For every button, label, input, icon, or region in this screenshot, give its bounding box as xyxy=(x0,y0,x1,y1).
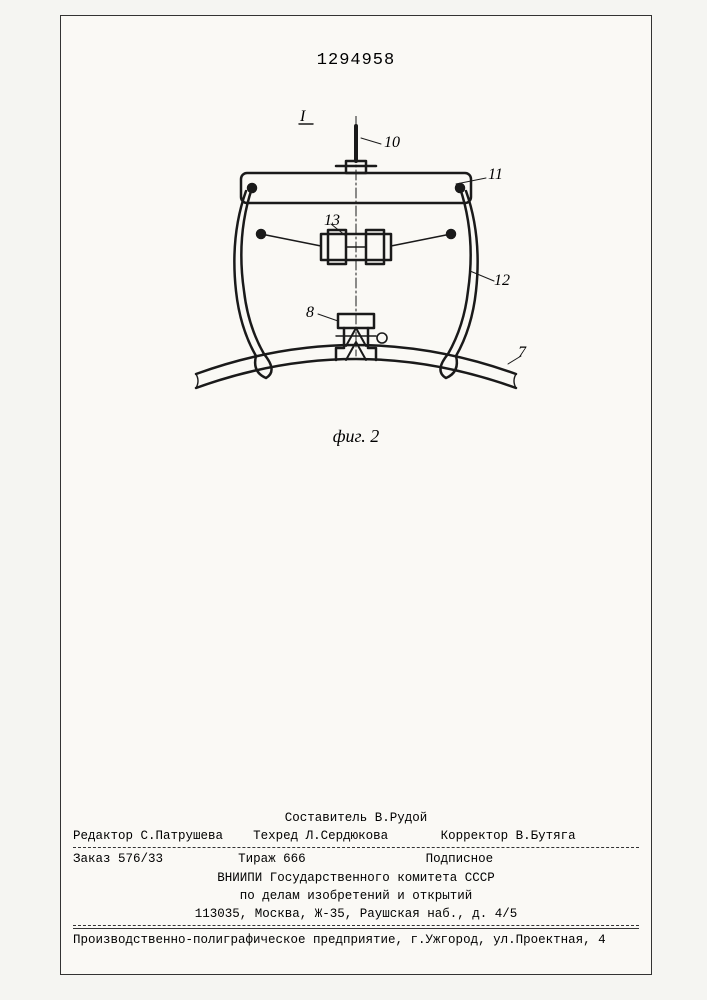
corrector-label: Корректор xyxy=(441,829,509,843)
ref-8: 8 xyxy=(306,304,314,322)
compiler-row: Составитель В.Рудой xyxy=(73,809,639,827)
techred-name: Л.Сердюкова xyxy=(306,829,389,843)
divider-3 xyxy=(73,928,639,929)
editor-label: Редактор xyxy=(73,829,133,843)
compiler-label: Составитель xyxy=(285,811,368,825)
figure-svg xyxy=(186,116,526,416)
org-line2: по делам изобретений и открытий xyxy=(73,887,639,905)
divider-2 xyxy=(73,925,639,926)
ref-11: 11 xyxy=(488,166,503,184)
printer-row: Производственно-полиграфическое предприя… xyxy=(73,931,639,949)
order-label: Заказ xyxy=(73,852,111,866)
tiraj-value: 666 xyxy=(283,852,306,866)
corrector-name: В.Бутяга xyxy=(516,829,576,843)
page-frame: 1294958 xyxy=(60,15,652,975)
ref-7: 7 xyxy=(518,344,526,362)
order-value: 576/33 xyxy=(118,852,163,866)
credits-row: Редактор С.Патрушева Техред Л.Сердюкова … xyxy=(73,827,639,845)
editor-name: С.Патрушева xyxy=(141,829,224,843)
org-line3: 113035, Москва, Ж-35, Раушская наб., д. … xyxy=(73,905,639,923)
order-row: Заказ 576/33 Тираж 666 Подписное xyxy=(73,850,639,868)
document-number: 1294958 xyxy=(317,51,395,70)
techred-label: Техред xyxy=(253,829,298,843)
ref-13: 13 xyxy=(324,212,340,230)
ref-12: 12 xyxy=(494,272,510,290)
footer: Составитель В.Рудой Редактор С.Патрушева… xyxy=(73,809,639,949)
figure-2: I 10 11 13 12 8 7 xyxy=(186,116,526,426)
section-mark: I xyxy=(300,108,305,126)
compiler-name: В.Рудой xyxy=(375,811,428,825)
tiraj-label: Тираж xyxy=(238,852,276,866)
figure-caption: фиг. 2 xyxy=(333,426,380,447)
subscription: Подписное xyxy=(426,852,494,866)
org-line1: ВНИИПИ Государственного комитета СССР xyxy=(73,869,639,887)
divider-1 xyxy=(73,847,639,848)
ref-10: 10 xyxy=(384,134,400,152)
